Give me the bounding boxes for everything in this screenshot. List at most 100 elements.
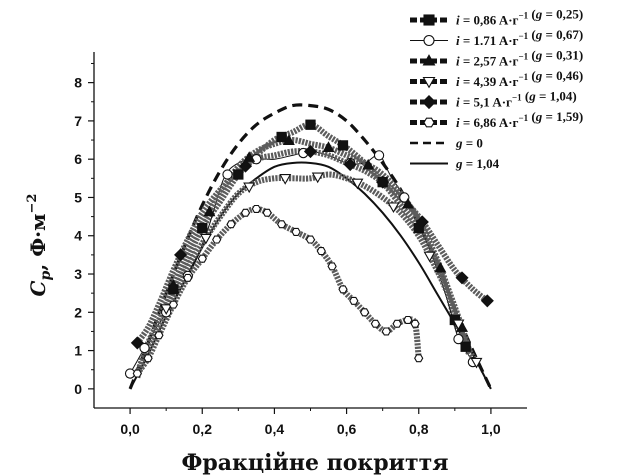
series-6-point <box>197 254 207 263</box>
legend-text-part: = 5,1 A·г <box>460 95 512 110</box>
series-5-point <box>174 248 188 262</box>
legend-item-7: g = 0 <box>410 136 483 151</box>
series-3-point <box>167 279 180 290</box>
y-axis-title-sup: −2 <box>25 194 40 214</box>
legend-text-part: i <box>456 13 460 28</box>
legend-text-part: = 0,31) <box>542 48 583 63</box>
series-6-point <box>359 308 370 317</box>
legend: i = 0,86 A·г−1 (g = 0,25)i = 1.71 A·г−1 … <box>410 7 583 171</box>
x-tick-label: 1,0 <box>481 421 501 437</box>
series-6-point <box>414 354 424 363</box>
series-4-point <box>351 178 364 190</box>
series-5-point <box>376 175 390 189</box>
legend-item-2-marker <box>423 34 435 47</box>
legend-text-part: −1 <box>518 113 528 123</box>
series-2-point <box>139 342 150 354</box>
legend-text-part: i <box>456 54 460 69</box>
legend-text-part: = 0,46) <box>542 68 583 83</box>
legend-item-1: i = 0,86 A·г−1 (g = 0,25) <box>410 7 583 28</box>
x-tick-label: 0,2 <box>193 421 213 437</box>
legend-item-2: i = 1.71 A·г−1 (g = 0,67) <box>410 27 583 48</box>
series-6-point <box>305 235 316 244</box>
series-4-point <box>423 251 436 263</box>
legend-item-6: i = 6,86 A·г−1 (g = 1,59) <box>410 109 583 130</box>
series-3-point <box>243 151 256 162</box>
series-6-line <box>134 205 422 376</box>
series-5-point <box>480 294 494 308</box>
legend-text-part: −1 <box>512 93 522 103</box>
series-6-point <box>240 208 251 217</box>
x-ticks: 0,0 0,2 0,4 0,6 0,8 1,0 <box>120 408 501 437</box>
series-6-point <box>370 319 381 328</box>
legend-text-part: i <box>456 115 460 130</box>
y-tick-label: 3 <box>74 266 82 282</box>
legend-item-1-label: i = 0,86 A·г−1 (g = 0,25) <box>456 7 583 28</box>
series-3-point <box>401 197 414 209</box>
legend-text-part: g <box>535 7 543 22</box>
legend-text-part: = 1,04 <box>463 156 500 171</box>
legend-item-4-marker <box>422 76 436 89</box>
y-tick-label: 2 <box>74 304 82 320</box>
series-5-point <box>415 215 429 229</box>
series-1-point <box>460 341 471 352</box>
legend-text-part: g <box>528 89 536 104</box>
series-6-point <box>327 262 337 271</box>
series-6-point <box>291 227 301 236</box>
legend-text-part: i <box>456 33 460 48</box>
series-6-point <box>410 319 420 328</box>
y-axis-title-rest: , Ф·м <box>26 213 50 270</box>
series-2-point <box>373 150 385 161</box>
series-4-point <box>387 202 400 214</box>
series-6-point <box>212 235 222 244</box>
legend-item-8: g = 1,04 <box>410 156 500 171</box>
series-6-point <box>316 247 326 256</box>
series-6-point <box>262 208 272 217</box>
legend-text-part: = 0,67) <box>542 27 583 42</box>
series-6-point <box>276 220 287 229</box>
legend-item-3-label: i = 2,57 A·г−1 (g = 0,31) <box>456 48 583 69</box>
legend-text-part: −1 <box>518 72 528 82</box>
legend-text-part: g <box>535 27 543 42</box>
legend-text-part: = 1,59) <box>542 109 583 124</box>
series-6-point <box>381 327 391 336</box>
series-2-point <box>453 333 464 345</box>
legend-text-part: = 1.71 A·г <box>460 33 519 48</box>
series-4-point <box>279 174 292 185</box>
series-5-point <box>239 159 253 173</box>
legend-text-part: ( <box>528 109 536 124</box>
legend-item-3: i = 2,57 A·г−1 (g = 0,31) <box>410 48 583 69</box>
y-tick-label: 0 <box>74 381 82 397</box>
series-3-point <box>434 261 447 273</box>
legend-item-6-marker <box>423 117 435 128</box>
legend-item-5: i = 5,1 A·г−1 (g = 1,04) <box>410 89 577 110</box>
y-tick-label: 1 <box>74 343 82 359</box>
legend-text-part: −1 <box>518 11 528 21</box>
legend-text-part: i <box>456 74 460 89</box>
legend-text-part: −1 <box>518 31 528 41</box>
y-axis-title-main: C <box>26 280 50 296</box>
legend-text-part: = 4,39 A·г <box>460 74 519 89</box>
x-axis-title: Фракційне покриття <box>182 450 449 476</box>
x-tick-label: 0,6 <box>337 421 357 437</box>
y-tick-label: 4 <box>74 228 82 244</box>
legend-item-7-label: g = 0 <box>455 136 483 151</box>
y-ticks: 0 1 2 3 4 5 6 7 8 <box>74 62 94 397</box>
y-tick-label: 5 <box>74 189 82 205</box>
series-6-point <box>226 220 236 229</box>
series-5-point <box>303 145 317 159</box>
series-6-point <box>132 369 142 378</box>
series-6-point <box>349 296 359 305</box>
legend-item-1-marker <box>423 14 435 26</box>
legend-text-part: ( <box>528 68 536 83</box>
legend-item-3-marker <box>422 54 436 66</box>
series-1-point <box>233 169 244 180</box>
y-tick-label: 8 <box>74 75 82 91</box>
legend-text-part: g <box>535 48 543 63</box>
y-axis-title: Cp, Ф·м−2 <box>25 194 54 297</box>
legend-text-part: ( <box>528 48 536 63</box>
legend-text-part: ( <box>528 7 536 22</box>
legend-text-part: ( <box>522 89 530 104</box>
series-6-point <box>154 331 164 340</box>
series-1-point <box>305 119 316 130</box>
